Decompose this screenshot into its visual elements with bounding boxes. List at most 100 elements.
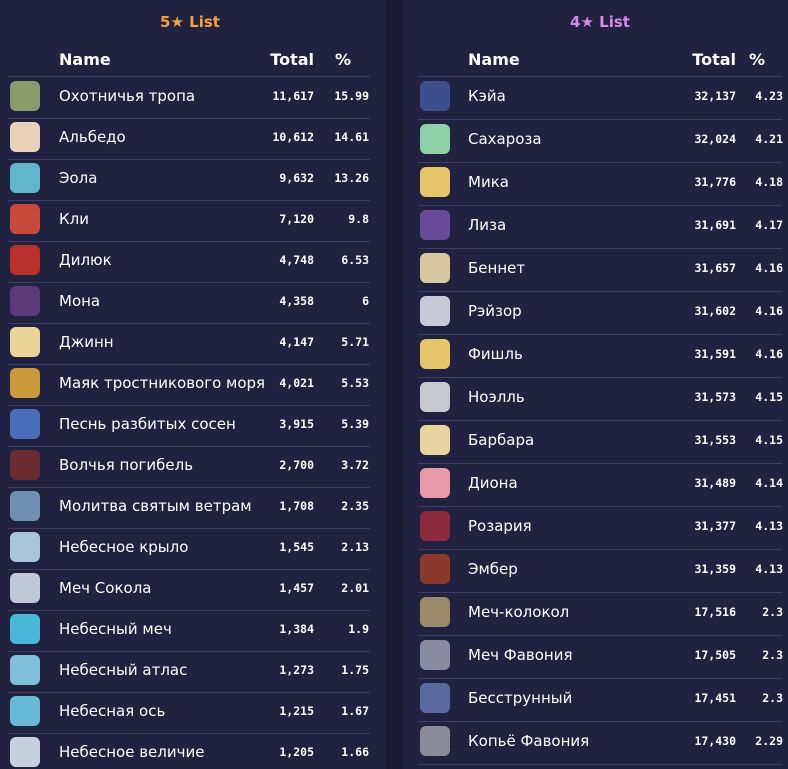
item-icon	[10, 573, 40, 603]
item-total: 4,358	[279, 294, 314, 308]
item-total: 31,489	[694, 476, 736, 490]
item-name: Небесный атлас	[59, 661, 188, 679]
item-total: 31,553	[694, 433, 736, 447]
item-percent: 4.17	[755, 218, 783, 232]
item-percent: 4.23	[755, 89, 783, 103]
row-separator	[418, 721, 782, 722]
item-icon	[420, 468, 450, 498]
row-separator	[8, 323, 370, 324]
column-header: Name	[59, 50, 111, 69]
item-total: 3,915	[279, 417, 314, 431]
item-icon	[420, 81, 450, 111]
item-icon	[420, 124, 450, 154]
item-percent: 4.16	[755, 304, 783, 318]
item-name: Кэйа	[468, 87, 506, 105]
row-separator	[418, 678, 782, 679]
row-separator	[418, 248, 782, 249]
item-percent: 14.61	[334, 130, 369, 144]
item-total: 1,273	[279, 663, 314, 677]
item-name: Дилюк	[59, 251, 112, 269]
row-separator	[8, 405, 370, 406]
item-percent: 1.75	[341, 663, 369, 677]
item-icon	[10, 245, 40, 275]
item-total: 17,516	[694, 605, 736, 619]
row-separator	[8, 364, 370, 365]
row-separator	[8, 200, 370, 201]
item-total: 4,147	[279, 335, 314, 349]
panel-title: 4★ List	[570, 13, 630, 31]
item-icon	[420, 554, 450, 584]
item-name: Мика	[468, 173, 509, 191]
item-total: 31,776	[694, 175, 736, 189]
item-icon	[420, 339, 450, 369]
item-percent: 4.14	[755, 476, 783, 490]
row-separator	[418, 635, 782, 636]
item-percent: 4.13	[755, 562, 783, 576]
item-total: 17,505	[694, 648, 736, 662]
item-total: 1,708	[279, 499, 314, 513]
item-total: 31,359	[694, 562, 736, 576]
item-icon	[420, 296, 450, 326]
row-separator	[418, 463, 782, 464]
item-name: Волчья погибель	[59, 456, 194, 474]
row-separator	[8, 610, 370, 611]
item-total: 31,691	[694, 218, 736, 232]
row-separator	[418, 549, 782, 550]
item-total: 7,120	[279, 212, 314, 226]
row-separator	[8, 241, 370, 242]
item-percent: 2.3	[762, 691, 783, 705]
item-name: Диона	[468, 474, 518, 492]
item-icon	[420, 425, 450, 455]
item-name: Маяк тростникового моря	[59, 374, 266, 392]
row-separator	[418, 162, 782, 163]
row-separator	[8, 446, 370, 447]
row-separator	[418, 764, 782, 765]
item-name: Розария	[468, 517, 532, 535]
row-separator	[418, 291, 782, 292]
item-total: 31,573	[694, 390, 736, 404]
item-name: Небесное величие	[59, 743, 205, 761]
item-percent: 5.53	[341, 376, 369, 390]
item-name: Мона	[59, 292, 101, 310]
row-separator	[8, 282, 370, 283]
item-icon	[10, 327, 40, 357]
item-total: 32,137	[694, 89, 736, 103]
item-percent: 6	[362, 294, 369, 308]
item-icon	[10, 286, 40, 316]
row-separator	[418, 377, 782, 378]
item-total: 1,215	[279, 704, 314, 718]
row-separator	[8, 487, 370, 488]
item-name: Фишль	[468, 345, 523, 363]
item-percent: 2.3	[762, 605, 783, 619]
item-percent: 13.26	[334, 171, 369, 185]
item-total: 31,591	[694, 347, 736, 361]
item-total: 32,024	[694, 132, 736, 146]
row-separator	[418, 119, 782, 120]
item-total: 31,377	[694, 519, 736, 533]
item-icon	[420, 210, 450, 240]
panel-4star: 4★ List Name Total% Кэйа 32,137 4.23 Сахароза 3…	[403, 0, 788, 769]
item-percent: 2.01	[341, 581, 369, 595]
item-total: 31,602	[694, 304, 736, 318]
item-icon	[10, 409, 40, 439]
item-percent: 4.16	[755, 261, 783, 275]
item-icon	[10, 81, 40, 111]
item-percent: 9.8	[348, 212, 369, 226]
item-name: Альбедо	[59, 128, 126, 146]
item-icon	[10, 204, 40, 234]
item-name: Небесная ось	[59, 702, 166, 720]
item-icon	[420, 683, 450, 713]
item-total: 1,545	[279, 540, 314, 554]
item-name: Небесный меч	[59, 620, 172, 638]
item-name: Джинн	[59, 333, 114, 351]
column-header: %	[334, 50, 351, 69]
item-percent: 2.29	[755, 734, 783, 748]
row-separator	[418, 506, 782, 507]
item-total: 1,384	[279, 622, 314, 636]
item-total: 17,451	[694, 691, 736, 705]
item-icon	[10, 737, 40, 767]
row-separator	[418, 205, 782, 206]
item-total: 11,617	[272, 89, 314, 103]
item-percent: 4.18	[755, 175, 783, 189]
item-total: 9,632	[279, 171, 314, 185]
